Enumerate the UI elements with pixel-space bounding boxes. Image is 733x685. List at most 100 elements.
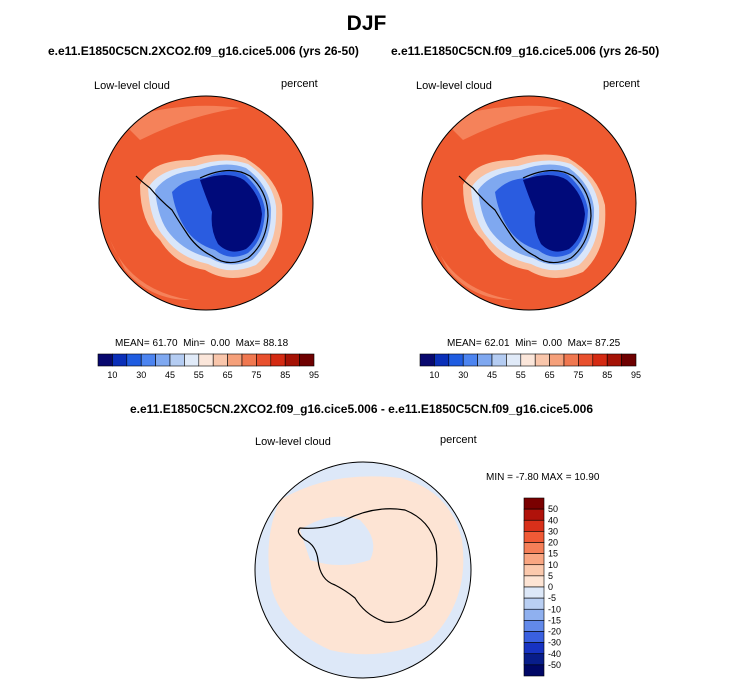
diff-colorbar-swatch [523, 531, 545, 543]
panel-1-stats: MEAN= 61.70 Min= 0.00 Max= 88.18 [115, 338, 289, 349]
colorbar-1-swatch [270, 353, 286, 367]
diff-colorbar-swatch [523, 497, 545, 510]
colorbar-1-swatch [284, 353, 300, 367]
colorbar-2-swatch [506, 353, 522, 367]
diff-map [254, 461, 472, 679]
diff-colorbar-swatch [523, 519, 545, 532]
map-2-cloud-mid-2 [443, 105, 563, 140]
colorbar-1-swatch [299, 353, 315, 367]
colorbar-2-tick-label: 75 [573, 370, 583, 380]
colorbar-2-tick-label: 45 [487, 370, 497, 380]
colorbar-2-tick-label: 65 [545, 370, 555, 380]
diff-colorbar-swatch [523, 642, 545, 655]
colorbar-2-swatch [549, 353, 565, 367]
colorbar-1-tick-label: 30 [136, 370, 146, 380]
diff-colorbar-tick-label: 20 [548, 538, 558, 548]
diff-colorbar-tick-label: 50 [548, 504, 558, 514]
colorbar-2-tick-label: 55 [516, 370, 526, 380]
diff-colorbar-tick-label: -50 [548, 660, 561, 670]
colorbar-2-swatch [563, 353, 579, 367]
panel-1-title: e.e11.E1850C5CN.2XCO2.f09_g16.cice5.006 … [48, 44, 359, 58]
colorbar-1-tick-label: 95 [309, 370, 319, 380]
diff-colorbar-tick-label: 10 [548, 560, 558, 570]
diff-colorbar-swatch [523, 575, 545, 588]
panel-2-units: percent [603, 78, 640, 90]
colorbar-1-swatch [97, 353, 113, 367]
colorbar-2-swatch [462, 353, 478, 367]
map-2-border [421, 95, 637, 311]
colorbar-1-swatch [198, 353, 214, 367]
colorbar-1-swatch [155, 353, 171, 367]
colorbar-2-swatch [477, 353, 493, 367]
colorbar-2-swatch [534, 353, 550, 367]
colorbar-1-swatch [184, 353, 200, 367]
colorbar-2-swatch [448, 353, 464, 367]
colorbar-2: 10 30 45 55 65 75 85 95 [419, 353, 641, 380]
colorbar-1-swatch [169, 353, 185, 367]
colorbar-2-tick-label: 30 [458, 370, 468, 380]
colorbar-2-swatch [434, 353, 450, 367]
colorbar-2-tick-label: 95 [631, 370, 641, 380]
map-2 [421, 95, 637, 311]
map-1-border [98, 95, 314, 311]
diff-colorbar-tick-label: -5 [548, 593, 556, 603]
diff-colorbar-tick-label: -10 [548, 604, 561, 614]
colorbar-2-swatch [520, 353, 536, 367]
panel-1-variable: Low-level cloud [94, 80, 170, 92]
colorbar-1-swatch [241, 353, 257, 367]
diff-colorbar-tick-label: 40 [548, 515, 558, 525]
colorbar-1-tick-label: 85 [280, 370, 290, 380]
panel-1-units: percent [281, 78, 318, 90]
diff-colorbar-tick-label: -15 [548, 615, 561, 625]
diff-colorbar-swatch [523, 620, 545, 632]
colorbar-1-swatch [256, 353, 272, 367]
colorbar-1-swatch [126, 353, 142, 367]
map-1-cloud-mid-2 [120, 105, 240, 140]
diff-colorbar-tick-label: -30 [548, 638, 561, 648]
map-2-ice-dark [523, 175, 585, 252]
map-1-ice-dark [200, 175, 262, 252]
diff-colorbar-swatch [523, 631, 545, 643]
diff-colorbar-swatch [523, 664, 545, 677]
diff-panel-stats: MIN = -7.80 MAX = 10.90 [486, 472, 600, 483]
colorbar-1-tick-label: 10 [107, 370, 117, 380]
diff-panel-title: e.e11.E1850C5CN.2XCO2.f09_g16.cice5.006 … [130, 402, 593, 416]
colorbar-2-tick-label: 85 [602, 370, 612, 380]
diff-colorbar-tick-label: 15 [548, 549, 558, 559]
colorbar-1-tick-label: 65 [223, 370, 233, 380]
diff-colorbar-tick-label: 30 [548, 526, 558, 536]
diff-map-coastline [297, 508, 438, 623]
diff-colorbar-tick-label: -40 [548, 649, 561, 659]
diff-panel-units: percent [440, 434, 477, 446]
colorbar-1-swatch [140, 353, 156, 367]
colorbar-1-swatch [212, 353, 228, 367]
panel-2-title: e.e11.E1850C5CN.f09_g16.cice5.006 (yrs 2… [391, 44, 660, 58]
diff-colorbar-swatch [523, 564, 545, 577]
colorbar-2-swatch [592, 353, 608, 367]
colorbar-1-tick-label: 75 [251, 370, 261, 380]
diff-panel-variable: Low-level cloud [255, 436, 331, 448]
map-2-coastline [458, 169, 592, 264]
diff-colorbar-swatch [523, 553, 545, 566]
colorbar-2-tick-label: 10 [429, 370, 439, 380]
diff-colorbar-tick-label: 5 [548, 571, 553, 581]
colorbar-1: 10 30 45 55 65 75 85 95 [97, 353, 319, 380]
diff-colorbar-swatch [523, 542, 545, 554]
colorbar-1-swatch [227, 353, 243, 367]
colorbar-2-swatch [606, 353, 622, 367]
diff-map-negative-patch [300, 516, 374, 565]
diff-colorbar-swatch [523, 608, 545, 621]
diff-colorbar-swatch [523, 653, 545, 666]
diff-colorbar-tick-label: -20 [548, 627, 561, 637]
colorbar-1-tick-label: 45 [165, 370, 175, 380]
diff-colorbar-swatch [523, 597, 545, 610]
colorbar-2-swatch [621, 353, 637, 367]
diff-map-positive-area [268, 476, 464, 655]
colorbar-1-swatch [112, 353, 128, 367]
panel-2-variable: Low-level cloud [416, 80, 492, 92]
map-1-coastline [135, 169, 269, 264]
colorbar-2-swatch [491, 353, 507, 367]
map-2-cloud-mid-1 [433, 240, 513, 300]
